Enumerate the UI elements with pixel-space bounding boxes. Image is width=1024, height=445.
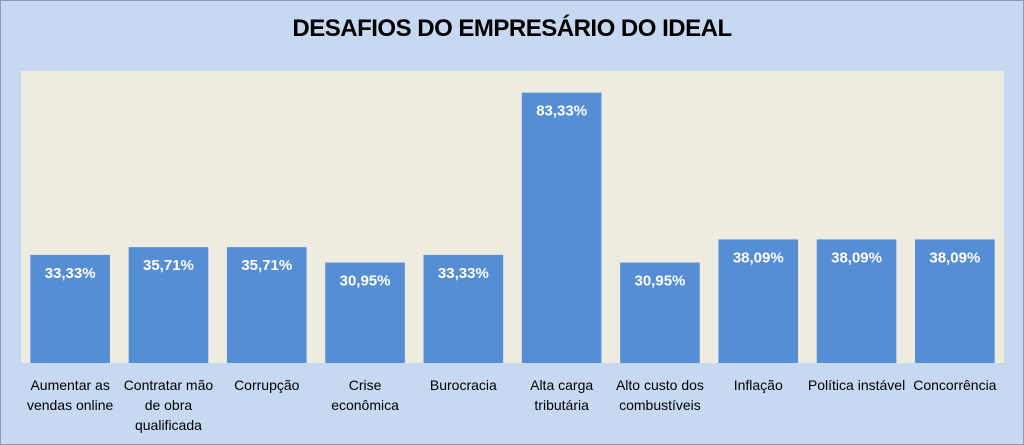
bar [718,239,799,363]
x-tick-label: Corrupção [234,377,300,393]
data-label: 38,09% [831,249,882,266]
x-tick-label: Inflação [733,377,783,393]
data-label: 33,33% [45,265,96,282]
x-tick-label: Alto custo dos combustíveis [615,377,704,413]
data-label: 38,09% [929,249,980,266]
data-label: 30,95% [635,273,686,290]
bar [30,254,110,363]
bar [915,239,995,363]
x-tick-label: Contratar mão de obra qualificada [123,377,214,433]
bar [521,92,602,363]
bar [423,254,504,363]
data-label: 35,71% [143,257,194,274]
bar [816,239,897,363]
x-tick-label: Política instável [807,377,906,393]
bar [325,262,405,363]
bar [620,262,700,363]
data-label: 83,33% [536,103,587,120]
x-tick-label: Concorrência [913,377,997,393]
x-tick-label: Alta carga tributária [530,377,594,413]
bar [128,247,209,363]
data-label: 38,09% [733,249,784,266]
chart-title: DESAFIOS DO EMPRESÁRIO DO IDEAL [292,15,732,42]
x-tick-label: Burocracia [429,377,497,393]
x-tick-label: Aumentar as vendas online [26,377,114,413]
data-label: 33,33% [438,265,489,282]
bar [226,247,307,363]
data-label: 30,95% [340,273,391,290]
x-tick-label: Crise econômica [331,377,399,413]
data-label: 35,71% [241,257,292,274]
